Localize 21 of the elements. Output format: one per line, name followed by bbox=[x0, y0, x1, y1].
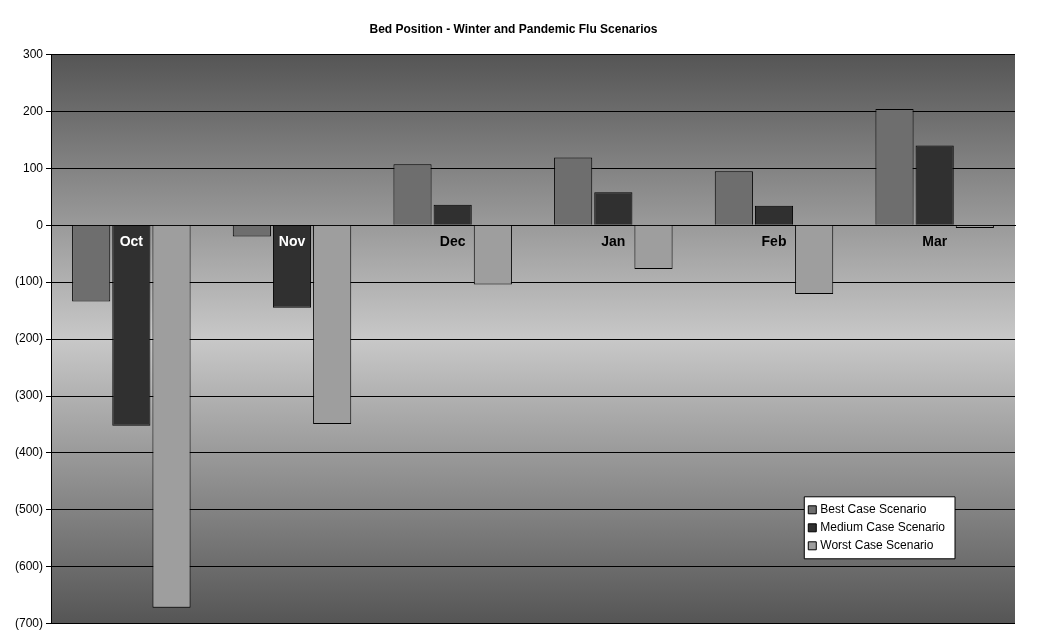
x-tick-label: Oct bbox=[119, 233, 144, 250]
y-tick-label: 100 bbox=[22, 160, 44, 175]
x-tick-label: Dec bbox=[439, 233, 466, 250]
x-tick-label: Jan bbox=[601, 233, 626, 250]
y-tick-label: (400) bbox=[15, 445, 44, 460]
x-tick-label: Feb bbox=[761, 233, 787, 250]
y-tick-label: (100) bbox=[15, 274, 44, 289]
legend-label: Medium Case Scenario bbox=[820, 520, 946, 535]
y-tick-label: (600) bbox=[15, 559, 44, 574]
x-tick-label: Mar bbox=[922, 233, 948, 250]
y-tick-label: (700) bbox=[15, 616, 44, 631]
y-tick-label: 200 bbox=[22, 103, 44, 118]
legend-label: Worst Case Scenario bbox=[820, 538, 934, 553]
y-tick-label: 300 bbox=[22, 46, 44, 61]
chart-title: Bed Position - Winter and Pandemic Flu Scenarios bbox=[369, 21, 658, 36]
y-tick-label: (200) bbox=[15, 331, 44, 346]
legend-label: Best Case Scenario bbox=[820, 502, 927, 517]
y-tick-label: (300) bbox=[15, 388, 44, 403]
x-tick-label: Nov bbox=[278, 233, 306, 250]
y-tick-label: (500) bbox=[15, 502, 44, 517]
y-tick-label: 0 bbox=[36, 217, 44, 232]
